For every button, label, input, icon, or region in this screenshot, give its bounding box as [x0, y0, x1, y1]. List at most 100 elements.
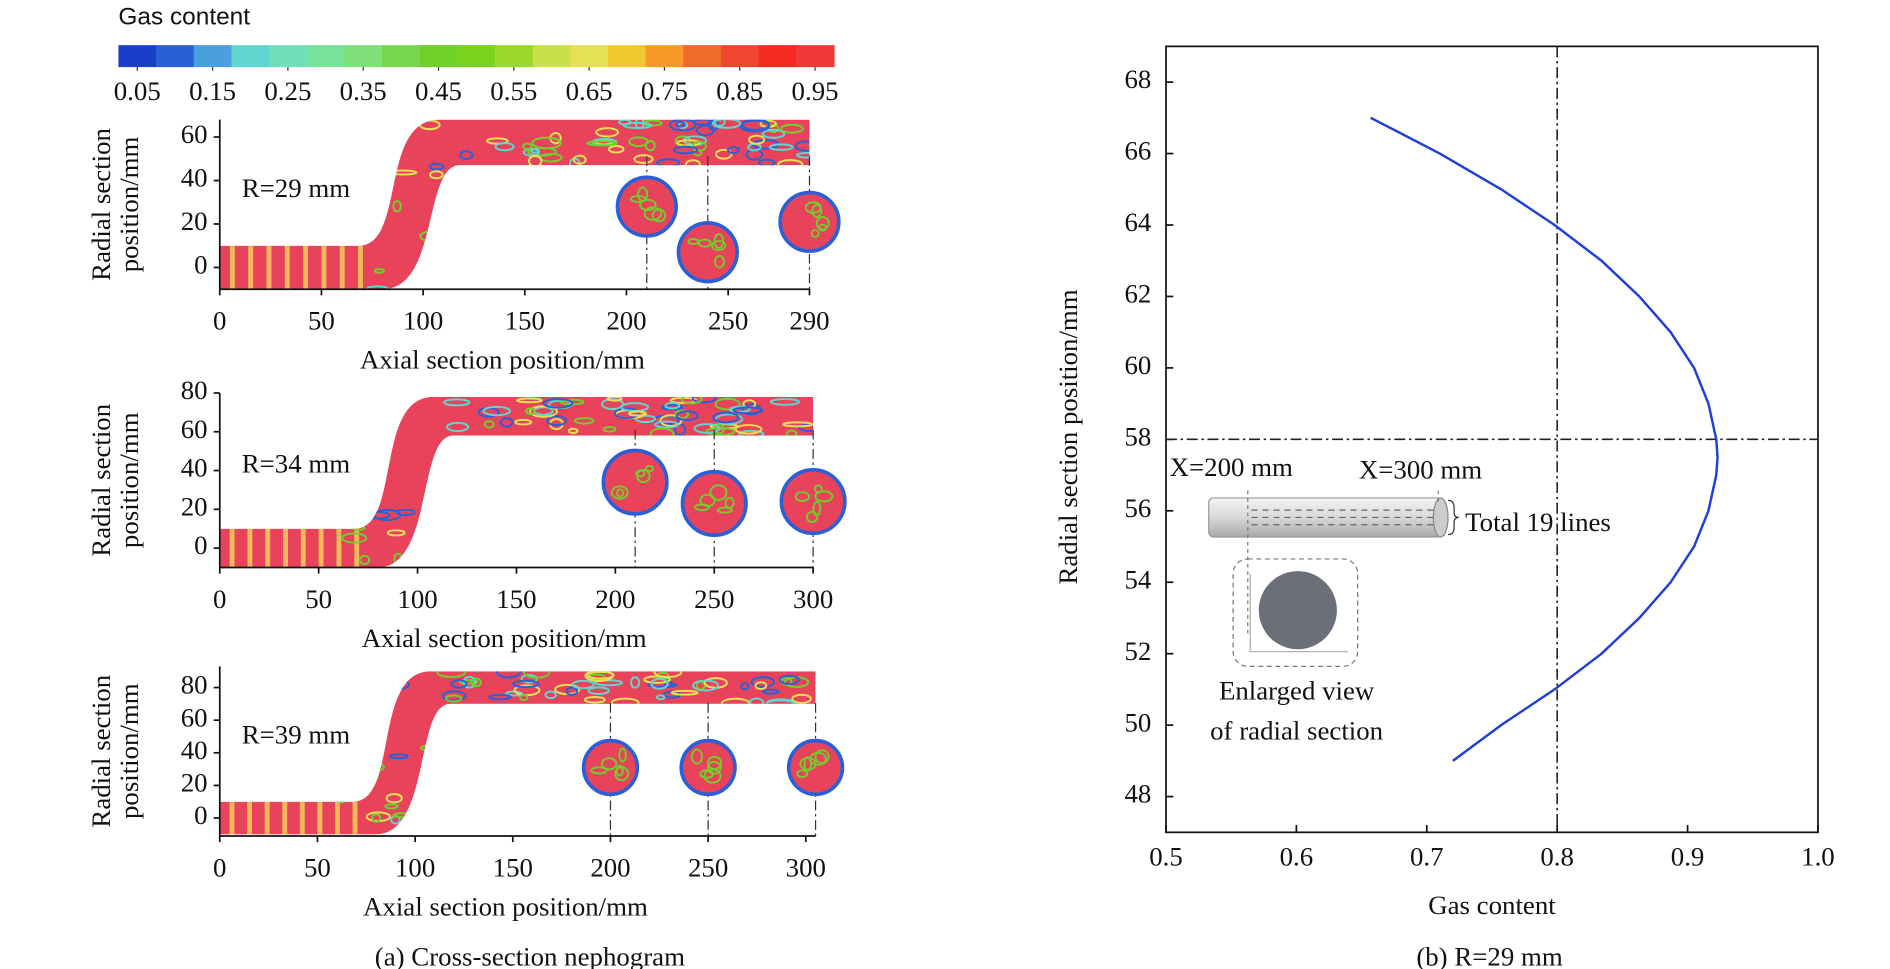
colorbar-swatch [758, 45, 797, 68]
annotation: X=300 mm [1359, 454, 1482, 484]
flow-blob [692, 679, 720, 692]
flow-blob [422, 557, 443, 568]
colorbar-swatch [796, 45, 835, 68]
flow-stripe [229, 801, 235, 835]
section-view [786, 738, 845, 797]
y-axis-label: Radial section position/mm [1053, 289, 1083, 584]
colorbar-swatch [720, 45, 760, 68]
colorbar-swatch [118, 45, 157, 68]
annotation: of radial section [1210, 716, 1384, 746]
section-blob [616, 488, 625, 498]
x-tick-label: 200 [606, 306, 646, 336]
x-tick-label: 50 [304, 852, 331, 882]
flow-blob [680, 396, 703, 405]
y-tick-label: 60 [1124, 350, 1151, 380]
x-tick-label: 1.0 [1801, 841, 1835, 871]
flow-blob [583, 696, 606, 704]
flow-blob [630, 676, 641, 689]
y-tick-label: 68 [1124, 64, 1151, 94]
flow-blob [769, 398, 801, 406]
section-blob [811, 204, 823, 218]
flow-blob [750, 676, 776, 688]
panel-annotation: R=39 mm [242, 720, 351, 750]
flow-blob [768, 143, 794, 151]
flow-blob [530, 148, 540, 154]
colorbar-swatch [231, 45, 270, 68]
flow-stripe [284, 245, 290, 290]
flow-blob [384, 803, 399, 810]
flow-blob [351, 756, 373, 768]
flow-blob [522, 142, 533, 150]
x-tick-label: 100 [397, 584, 437, 614]
section-view [778, 190, 841, 253]
flow-blob [613, 407, 640, 419]
annotation: Total 19 lines [1465, 507, 1611, 537]
y-tick-label: 52 [1124, 636, 1151, 666]
flow-blob [595, 127, 620, 138]
y-tick-label: 0 [194, 800, 207, 830]
x-tick-label: 200 [590, 852, 630, 882]
section-blob [810, 229, 820, 238]
flow-blob [504, 690, 523, 697]
flow-blob [386, 529, 406, 537]
flow-blob [522, 671, 551, 679]
x-tick-label: 150 [493, 852, 533, 882]
flow-stripe [321, 245, 327, 290]
section-blob [714, 255, 725, 269]
flow-blob [711, 119, 742, 129]
flow-blob [340, 693, 369, 703]
flow-blob [446, 421, 470, 433]
flow-stripe [283, 528, 288, 568]
flow-blob [516, 397, 543, 404]
flow-blob [528, 405, 558, 418]
flow-blob [714, 413, 744, 425]
flow-blob [675, 410, 699, 422]
flow-blob [782, 421, 814, 428]
flow-stripe [352, 801, 358, 835]
flow-blob [341, 532, 368, 544]
flow-blob [392, 200, 402, 213]
flow-blob [654, 420, 680, 429]
flow-blob [429, 170, 444, 180]
flow-stripe [247, 528, 253, 568]
flow-blob [525, 407, 536, 416]
section-view [581, 738, 640, 797]
flow-blob [427, 824, 440, 834]
flow-blob [739, 119, 771, 133]
flow-blob [542, 398, 574, 409]
y-tick-label: 20 [181, 491, 208, 521]
x-axis-label: Gas content [1428, 890, 1556, 920]
flow-blob [441, 690, 467, 702]
y-tick-label: 40 [181, 453, 208, 483]
section-blob [615, 764, 624, 777]
annotation: X=200 mm [1170, 452, 1293, 482]
y-tick-label: 40 [181, 163, 208, 193]
flow-blob [713, 119, 726, 127]
flow-blob [761, 128, 786, 139]
flow-blob [450, 679, 468, 689]
flow-blob [512, 679, 540, 689]
flow-blob [779, 123, 804, 134]
flow-blob [754, 681, 768, 690]
panel-annotation: R=29 mm [242, 173, 351, 203]
flow-blob [571, 679, 595, 690]
section-blob [796, 769, 808, 778]
flow-blob [428, 162, 445, 171]
flow-blob [748, 134, 766, 145]
flow-blob [546, 415, 568, 427]
section-blob [651, 208, 667, 223]
colorbar-swatch [494, 45, 534, 68]
flow-stripe [339, 245, 345, 290]
flow-blob [459, 150, 474, 160]
colorbar-tick-label: 0.25 [264, 76, 311, 106]
flow-blob [567, 427, 579, 434]
flow-blob [794, 140, 810, 152]
flow-stripe [265, 528, 271, 568]
zoom-frame [1232, 558, 1359, 667]
flow-blob [499, 417, 514, 428]
zoom-section [1258, 571, 1337, 650]
flow-stripe [358, 245, 363, 290]
flow-stripe [266, 245, 272, 290]
y-tick-label: 62 [1124, 279, 1151, 309]
x-tick-label: 100 [403, 306, 443, 336]
